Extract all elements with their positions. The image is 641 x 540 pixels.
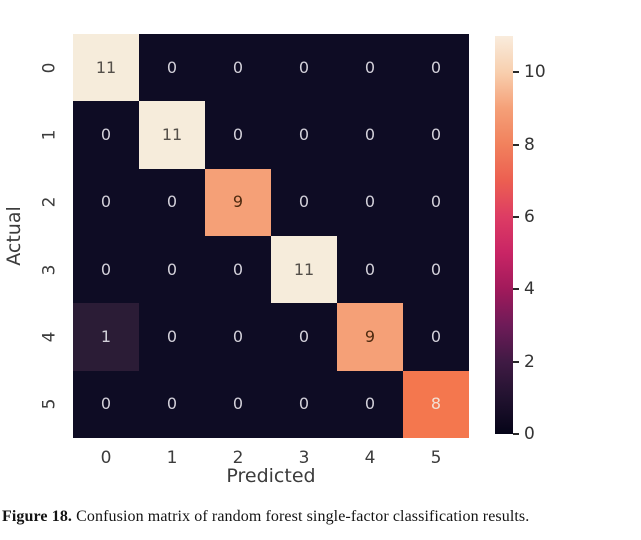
y-tick-label-text: 0 (38, 62, 59, 74)
heatmap-cell: 1 (73, 303, 139, 371)
colorbar-tick-mark (513, 215, 519, 218)
heatmap-cell: 0 (139, 370, 205, 438)
heatmap-cell: 11 (73, 34, 139, 102)
colorbar-tick-mark (513, 433, 519, 435)
colorbar-tick-label: 8 (524, 134, 535, 155)
heatmap-cell: 0 (271, 168, 337, 236)
y-tick-label: 2 (36, 169, 62, 236)
heatmap-cell: 0 (139, 303, 205, 371)
y-tick-label-text: 1 (38, 129, 59, 141)
colorbar-tick-label: 2 (524, 351, 535, 372)
heatmap-cell: 0 (139, 34, 205, 102)
heatmap-cell: 11 (139, 101, 205, 169)
heatmap-cell: 0 (271, 303, 337, 371)
y-tick-label-text: 2 (38, 196, 59, 208)
x-tick-label: 3 (298, 448, 310, 468)
colorbar-tick-mark (513, 71, 519, 74)
heatmap-cell: 0 (73, 168, 139, 236)
heatmap-cell: 0 (403, 168, 469, 236)
y-tick-label-text: 5 (38, 398, 59, 410)
heatmap-cell: 0 (73, 236, 139, 304)
heatmap-cell: 0 (139, 168, 205, 236)
figure-caption-label: Figure 18. (2, 508, 73, 525)
colorbar (495, 36, 513, 434)
y-tick-label: 1 (36, 101, 62, 168)
colorbar-tick-mark (513, 288, 519, 291)
y-tick-label: 5 (36, 371, 62, 438)
x-tick-labels: 0 1 2 3 4 5 (73, 448, 469, 468)
heatmap-cell: 0 (73, 101, 139, 169)
heatmap-grid: 11 0 0 0 0 0 0 11 0 0 0 0 0 0 9 0 0 0 0 0 0 11 0 0 1 0 0 0 9 0 0 0 0 0 0 8 (73, 34, 469, 438)
colorbar-tick-mark (513, 143, 519, 146)
y-tick-label: 4 (36, 303, 62, 370)
heatmap-cell: 0 (271, 101, 337, 169)
heatmap-cell: 0 (205, 303, 271, 371)
y-tick-label-text: 3 (38, 264, 59, 276)
heatmap-cell: 0 (337, 34, 403, 102)
colorbar-tick-label: 10 (524, 62, 546, 83)
heatmap-cell: 0 (337, 236, 403, 304)
x-tick-label: 2 (232, 448, 244, 468)
heatmap-cell: 0 (271, 370, 337, 438)
heatmap-cell: 0 (205, 236, 271, 304)
y-tick-label: 3 (36, 236, 62, 303)
x-tick-label: 4 (364, 448, 376, 468)
heatmap-cell: 8 (403, 370, 469, 438)
heatmap-cell: 0 (73, 370, 139, 438)
y-axis-label: Actual (2, 34, 26, 438)
y-axis-label-text: Actual (3, 206, 25, 266)
heatmap-cell: 0 (403, 34, 469, 102)
heatmap-cell: 0 (337, 101, 403, 169)
heatmap-cell: 0 (403, 101, 469, 169)
figure-caption-text: Confusion matrix of random forest single… (72, 508, 530, 525)
heatmap-cell: 0 (337, 168, 403, 236)
colorbar-tick-label: 6 (524, 206, 535, 227)
heatmap-cell: 0 (205, 34, 271, 102)
heatmap-cell: 0 (205, 370, 271, 438)
colorbar-tick-label: 0 (524, 424, 535, 444)
colorbar-tick-label: 4 (524, 279, 535, 300)
x-axis-label: Predicted (226, 465, 316, 487)
heatmap-cell: 9 (205, 168, 271, 236)
x-tick-label: 0 (100, 448, 112, 468)
x-tick-label: 5 (430, 448, 442, 468)
heatmap-cell: 0 (403, 303, 469, 371)
heatmap-cell: 9 (337, 303, 403, 371)
x-tick-label: 1 (166, 448, 178, 468)
heatmap-cell: 11 (271, 236, 337, 304)
colorbar-tick-mark (513, 360, 519, 363)
heatmap-cell: 0 (337, 370, 403, 438)
heatmap-cell: 0 (271, 34, 337, 102)
y-tick-label-text: 4 (38, 331, 59, 343)
heatmap-cell: 0 (205, 101, 271, 169)
figure-caption: Figure 18. Confusion matrix of random fo… (2, 506, 640, 527)
heatmap-cell: 0 (403, 236, 469, 304)
heatmap-cell: 0 (139, 236, 205, 304)
y-tick-label: 0 (36, 34, 62, 101)
